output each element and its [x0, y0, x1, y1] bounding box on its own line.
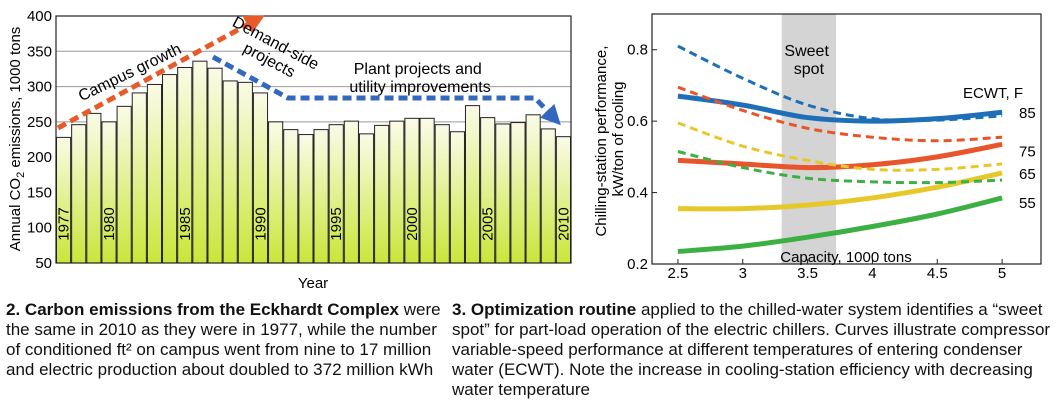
bar	[419, 117, 435, 264]
series-dashed-line-85	[677, 44, 1003, 122]
bar	[358, 133, 375, 264]
y-tick-label: 250	[27, 114, 52, 131]
bar	[283, 129, 299, 264]
x-tick-label: 3.5	[797, 265, 818, 282]
y-tick-label: 350	[27, 43, 52, 60]
y-tick-label: 150	[27, 184, 52, 201]
x-axis-label: Capacity, 1000 tons	[780, 249, 911, 266]
x-tick-label: 5	[998, 265, 1006, 282]
bar	[374, 124, 390, 264]
sweet-spot-band	[781, 14, 837, 264]
y-tick-label: 200	[27, 149, 52, 166]
figure-3-caption: 3. Optimization routine applied to the c…	[452, 300, 1052, 400]
bar	[56, 136, 72, 264]
bar	[131, 92, 147, 264]
y-tick-label: 0.2	[627, 256, 648, 273]
sweet-spot-line-2: spot	[794, 61, 825, 78]
figure-3-text: applied to the chilled-water system iden…	[452, 300, 1051, 399]
legend-title: ECWT, F	[963, 85, 1023, 102]
bar	[464, 105, 481, 264]
plant-projects-line-1: Plant projects and	[354, 61, 482, 78]
bar	[116, 105, 132, 264]
plant-projects-label: Plant projects and utility improvements	[349, 61, 490, 96]
year-label: 1980	[101, 207, 118, 240]
bar	[192, 60, 208, 264]
y-tick-label: 0.4	[627, 185, 648, 202]
x-axis-label: Year	[298, 275, 328, 292]
series-line-55	[677, 195, 1003, 254]
year-label: 1977	[56, 207, 73, 240]
bar	[343, 120, 359, 264]
plot-frame	[55, 15, 572, 264]
series-label-55: 55	[1019, 195, 1036, 212]
y-tick-label: 400	[27, 8, 52, 25]
sweet-spot-label: Sweet spot	[784, 43, 833, 78]
series-label-75: 75	[1019, 143, 1036, 160]
bar	[449, 131, 465, 264]
year-labels: 1977 1980 1985 1990 1995 2000 2005 2010	[56, 207, 573, 240]
x-tick-label: 2.5	[668, 265, 689, 282]
y-tick-label: 0.8	[627, 42, 648, 59]
y-axis-label: Chilling-station performance, kW/ton of …	[593, 41, 627, 236]
year-label: 1995	[328, 207, 345, 240]
x-tick-label: 4	[868, 265, 876, 282]
year-label: 2000	[404, 207, 421, 240]
bar	[86, 112, 102, 264]
bar	[510, 122, 526, 264]
figure-2-title: Carbon emissions from the Eckhardt Compl…	[24, 300, 400, 319]
y-axis-label-line-2: kW/ton of cooling	[610, 81, 627, 196]
axis-ticks: 2.5 3 3.5 4 4.5 5 0.2 0.4 0.6 0.8	[627, 42, 1006, 282]
bar	[298, 134, 314, 264]
bar	[268, 121, 284, 264]
series-line-85	[677, 93, 1003, 124]
bar	[495, 123, 511, 264]
figure-2-caption: 2. Carbon emissions from the Eckhardt Co…	[6, 300, 446, 380]
bar	[525, 114, 541, 264]
series-lines	[677, 44, 1003, 254]
bar	[207, 67, 223, 264]
bar	[162, 74, 178, 264]
y-axis-label-line-1: Chilling-station performance,	[593, 46, 610, 237]
series-labels: 85 75 65 55	[1019, 105, 1036, 212]
series-label-85: 85	[1019, 105, 1036, 122]
year-label: 1985	[177, 207, 194, 240]
y-tick-label: 100	[27, 220, 52, 237]
series-line-65	[677, 170, 1003, 212]
year-label: 2005	[480, 207, 497, 240]
figure-3-title: Optimization routine	[470, 300, 637, 319]
y-tick-labels: 50 100 150 200 250 300 350 400	[27, 8, 52, 272]
x-tick-label: 4.5	[927, 265, 948, 282]
bar	[222, 80, 238, 264]
y-tick-label: 300	[27, 79, 52, 96]
chiller-performance-line-chart: Sweet spot 2.5 3 3.5 4 4.5 5 0.2 0.4 0.6 0.8 ECWT…	[593, 13, 1042, 282]
co2-emissions-bar-chart: 1977 1980 1985 1990 1995 2000 2005 2010 50 100 15…	[7, 8, 573, 292]
figure-2-text: were the same in 2010 as they were in 19…	[6, 300, 441, 379]
year-label: 1990	[252, 207, 269, 240]
bar	[328, 124, 344, 264]
series-label-65: 65	[1019, 166, 1036, 183]
figure-3-number: 3.	[452, 300, 467, 319]
bar	[101, 121, 117, 264]
bar	[555, 136, 572, 264]
campus-growth-arrow	[56, 15, 265, 131]
bar	[389, 120, 405, 264]
year-label: 2010	[555, 207, 572, 240]
bar	[71, 124, 87, 264]
plant-projects-line-2: utility improvements	[349, 79, 490, 96]
y-tick-label: 0.6	[627, 113, 648, 130]
demand-side-label: Demand-side projects	[221, 14, 325, 92]
plot-frame	[651, 13, 1042, 265]
series-line-75	[677, 141, 1003, 171]
y-axis-label: Annual CO2 emissions, 1000 tons	[7, 27, 27, 252]
bar	[434, 124, 450, 264]
demand-side-arrow	[211, 54, 561, 126]
bar	[540, 128, 556, 264]
bar	[237, 81, 253, 264]
x-tick-label: 3	[739, 265, 747, 282]
bar	[146, 83, 163, 264]
figure-2-number: 2.	[6, 300, 21, 319]
bar	[313, 129, 329, 264]
sweet-spot-line-1: Sweet	[784, 43, 829, 60]
y-tick-label: 50	[35, 255, 52, 272]
